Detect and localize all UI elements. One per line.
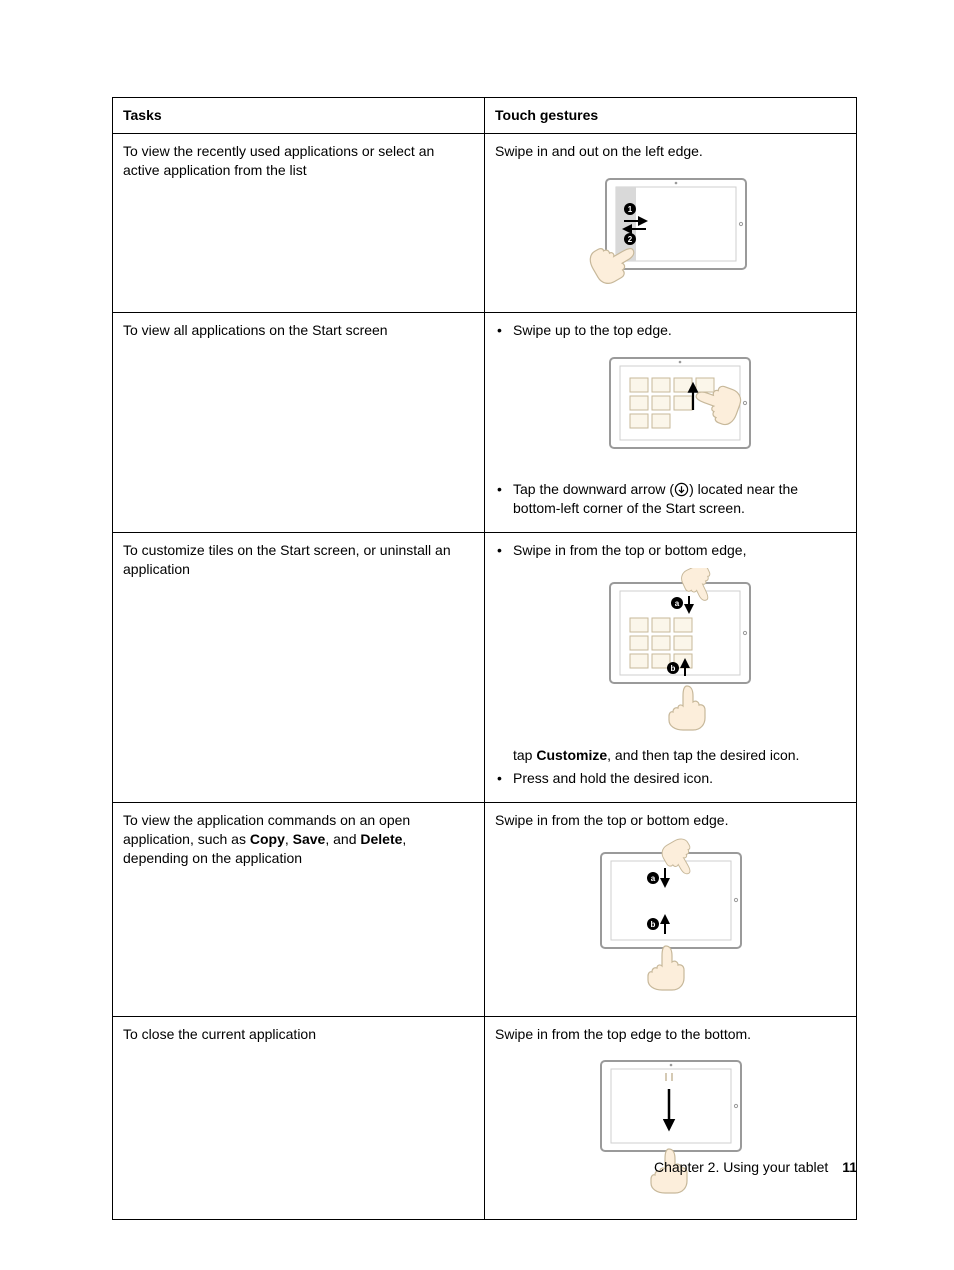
gesture-cell: Swipe up to the top edge. — [485, 312, 857, 533]
svg-text:2: 2 — [627, 235, 632, 244]
header-gestures: Touch gestures — [485, 98, 857, 134]
gesture-text-part: , and then tap the desired icon. — [607, 747, 799, 763]
gesture-bullet: Swipe up to the top edge. — [513, 321, 846, 340]
gesture-bullet: Swipe in from the top or bottom edge, — [513, 541, 846, 560]
task-cell: To customize tiles on the Start screen, … — [113, 533, 485, 803]
task-cell: To close the current application — [113, 1016, 485, 1220]
table-row: To view the application commands on an o… — [113, 802, 857, 1016]
gesture-cell: Swipe in and out on the left edge. 1 2 — [485, 133, 857, 312]
gestures-table: Tasks Touch gestures To view the recentl… — [112, 97, 857, 1220]
task-text-part: , — [285, 831, 293, 847]
gesture-text: Swipe in from the top or bottom edge. — [495, 812, 728, 828]
svg-text:a: a — [674, 599, 679, 608]
gesture-cell: Swipe in from the top or bottom edge. a … — [485, 802, 857, 1016]
task-text-part: , and — [325, 831, 360, 847]
swipe-left-edge-figure: 1 2 — [586, 169, 756, 289]
swipe-up-start-figure — [595, 348, 765, 468]
table-row: To view all applications on the Start sc… — [113, 312, 857, 533]
task-text-bold: Delete — [360, 831, 402, 847]
down-arrow-circle-icon — [674, 482, 689, 497]
page-footer: Chapter 2. Using your tablet 11 — [654, 1159, 857, 1175]
gesture-bullet: Press and hold the desired icon. — [513, 770, 713, 786]
gesture-text: Swipe in from the top edge to the bottom… — [495, 1026, 751, 1042]
footer-page-number: 11 — [842, 1159, 857, 1175]
svg-text:a: a — [650, 874, 655, 883]
task-cell: To view the recently used applications o… — [113, 133, 485, 312]
footer-chapter: Chapter 2. Using your tablet — [654, 1159, 828, 1175]
gesture-text: Swipe in and out on the left edge. — [495, 143, 703, 159]
swipe-top-bottom-figure: a b — [586, 838, 756, 993]
table-row: To view the recently used applications o… — [113, 133, 857, 312]
svg-text:b: b — [670, 664, 675, 673]
task-text-bold: Copy — [250, 831, 285, 847]
header-tasks: Tasks — [113, 98, 485, 134]
gesture-cell: Swipe in from the top or bottom edge, — [485, 533, 857, 803]
swipe-top-bottom-tiles-figure: a b — [595, 568, 765, 733]
task-cell: To view all applications on the Start sc… — [113, 312, 485, 533]
gesture-text-part: tap — [513, 747, 536, 763]
table-row: To customize tiles on the Start screen, … — [113, 533, 857, 803]
svg-text:1: 1 — [627, 205, 632, 214]
task-text-bold: Save — [293, 831, 326, 847]
gesture-bullet-part: Tap the downward arrow ( — [513, 481, 674, 497]
svg-text:b: b — [650, 920, 655, 929]
gesture-text-bold: Customize — [536, 747, 607, 763]
gesture-cell: Swipe in from the top edge to the bottom… — [485, 1016, 857, 1220]
task-cell: To view the application commands on an o… — [113, 802, 485, 1016]
table-row: To close the current application Swipe i… — [113, 1016, 857, 1220]
